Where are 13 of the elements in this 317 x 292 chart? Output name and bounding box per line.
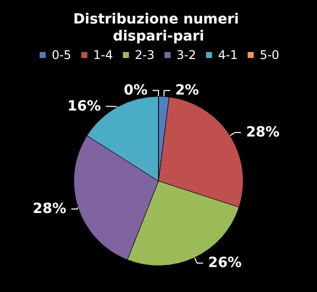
legend-label: 1-4 [93, 48, 113, 62]
chart-title: Distribuzione numeri dispari-pari [73, 12, 244, 44]
legend-label: 2-3 [134, 48, 155, 62]
data-label: 16% [67, 98, 101, 114]
data-label: 28% [32, 201, 66, 218]
legend-label: 0-5 [52, 48, 72, 62]
legend-label: 4-1 [218, 48, 238, 62]
data-label: 2% [175, 82, 199, 99]
legend-label: 3-2 [176, 48, 196, 62]
text: 0% [124, 82, 148, 98]
data-label: 28% [246, 124, 280, 140]
legend-label: 5-0 [260, 48, 280, 62]
data-label: 26% [208, 255, 242, 272]
